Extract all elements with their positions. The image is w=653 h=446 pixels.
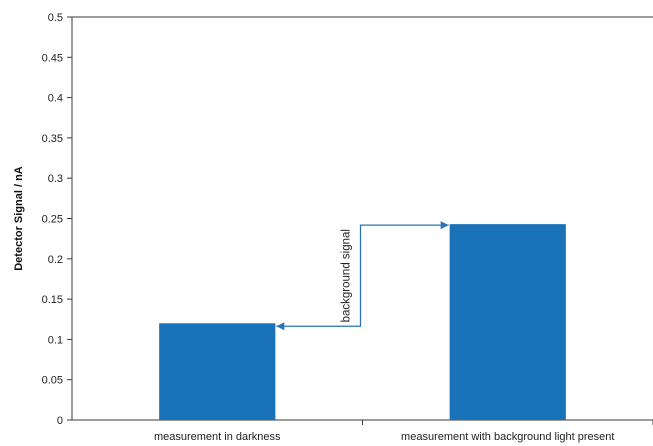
background-signal-connector bbox=[276, 224, 449, 327]
bar bbox=[159, 323, 276, 420]
y-tick-label: 0.3 bbox=[48, 173, 63, 185]
y-tick-label: 0.4 bbox=[48, 93, 63, 105]
y-axis-title: Detector Signal / nA bbox=[13, 166, 25, 271]
background-signal-annotation: background signal bbox=[276, 221, 449, 331]
y-ticks: 0 0.05 0.1 0.15 0.2 0.25 0.3 0.35 0.4 0.45 0.5 bbox=[42, 12, 72, 427]
y-tick-label: 0.5 bbox=[48, 12, 63, 24]
arrow-head-left-icon bbox=[276, 322, 285, 331]
y-tick-label: 0.15 bbox=[42, 294, 63, 306]
y-tick-label: 0.35 bbox=[42, 133, 63, 145]
background-signal-label: background signal bbox=[341, 229, 353, 322]
category-labels: measurement in darkness measurement with … bbox=[154, 420, 653, 443]
y-tick-label: 0.05 bbox=[42, 375, 63, 387]
y-tick-label: 0.2 bbox=[48, 254, 63, 266]
y-tick-label: 0.25 bbox=[42, 214, 63, 226]
y-tick-label: 0.45 bbox=[42, 52, 63, 64]
category-label: measurement in darkness bbox=[154, 431, 281, 443]
bar bbox=[449, 224, 566, 420]
arrow-head-right-icon bbox=[440, 221, 449, 230]
y-tick-label: 0.1 bbox=[48, 334, 63, 346]
bars bbox=[159, 224, 566, 420]
category-label: measurement with background light presen… bbox=[401, 431, 614, 443]
y-tick-label: 0 bbox=[57, 415, 63, 427]
